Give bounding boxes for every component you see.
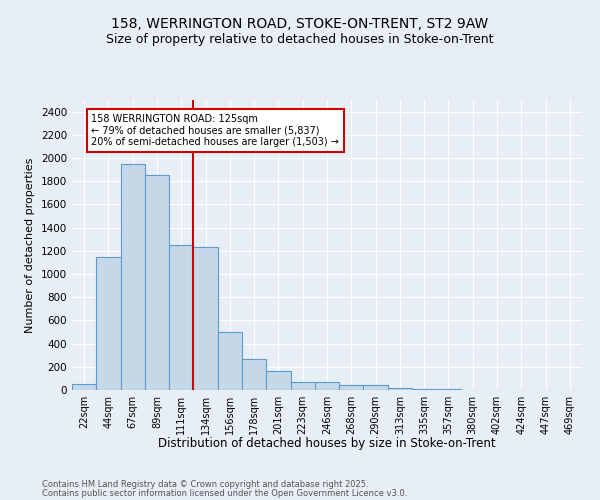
Bar	[412, 389, 436, 390]
Bar	[96, 256, 121, 390]
Bar	[290, 382, 315, 390]
Text: 158 WERRINGTON ROAD: 125sqm
← 79% of detached houses are smaller (5,837)
20% of : 158 WERRINGTON ROAD: 125sqm ← 79% of det…	[91, 114, 340, 147]
Bar	[218, 332, 242, 390]
Text: Size of property relative to detached houses in Stoke-on-Trent: Size of property relative to detached ho…	[106, 32, 494, 46]
Bar	[242, 358, 266, 390]
Bar	[364, 386, 388, 390]
Bar	[388, 388, 412, 390]
Y-axis label: Number of detached properties: Number of detached properties	[25, 158, 35, 332]
Bar	[193, 248, 218, 390]
Bar	[266, 372, 290, 390]
Bar	[315, 382, 339, 390]
Text: Contains public sector information licensed under the Open Government Licence v3: Contains public sector information licen…	[42, 490, 407, 498]
Text: 158, WERRINGTON ROAD, STOKE-ON-TRENT, ST2 9AW: 158, WERRINGTON ROAD, STOKE-ON-TRENT, ST…	[112, 18, 488, 32]
Text: Contains HM Land Registry data © Crown copyright and database right 2025.: Contains HM Land Registry data © Crown c…	[42, 480, 368, 489]
Bar	[145, 176, 169, 390]
Bar	[339, 386, 364, 390]
Bar	[169, 245, 193, 390]
X-axis label: Distribution of detached houses by size in Stoke-on-Trent: Distribution of detached houses by size …	[158, 437, 496, 450]
Bar	[72, 384, 96, 390]
Bar	[121, 164, 145, 390]
